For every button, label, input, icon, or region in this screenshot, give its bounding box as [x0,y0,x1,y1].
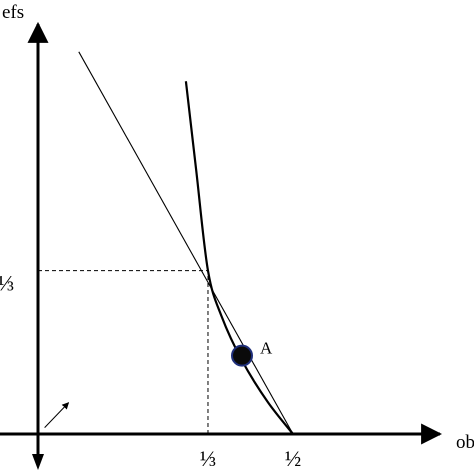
y-tick-label-1: ⅓ [0,271,14,296]
point-label-a: A [260,339,273,358]
x-tick-label-1: ⅓ [200,446,217,471]
curve-line [184,81,294,435]
point-marker-a [231,344,253,367]
straight-line [78,51,294,435]
y-axis-bottom-arrow [32,454,44,470]
x-axis-label: ob [456,432,474,453]
x-tick-label-2: ½ [285,446,302,471]
y-axis-label: efs [2,2,24,23]
origin-arrow [44,402,70,428]
